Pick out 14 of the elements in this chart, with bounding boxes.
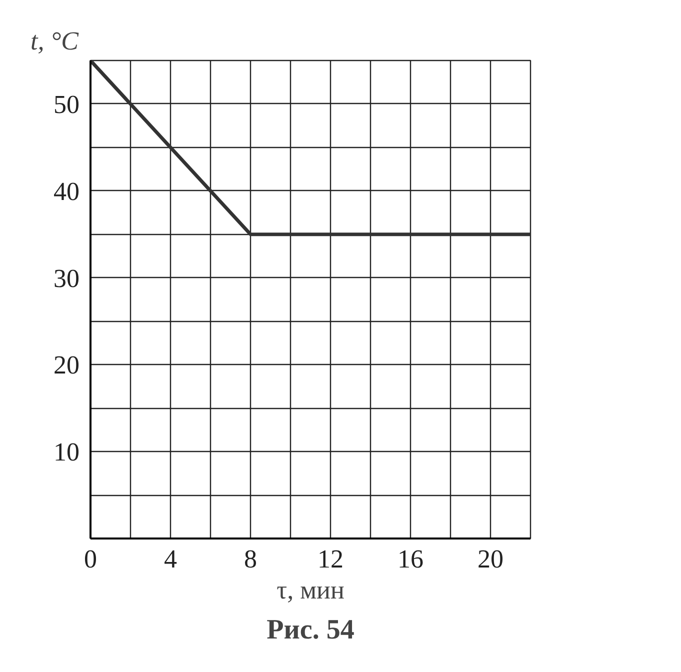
x-tick-label: 12 [318, 544, 344, 574]
x-axis-title: τ, мин [276, 576, 344, 604]
y-tick-label: 30 [54, 264, 80, 293]
x-tick-label: 8 [244, 544, 257, 574]
y-tick-label: 10 [54, 438, 80, 467]
text: Рис. 54 [266, 614, 354, 646]
y-axis-title: t, °C [30, 26, 80, 56]
x-tick-label: 4 [164, 544, 177, 574]
y-tick-label: 20 [54, 350, 80, 380]
x-tick-label: 0 [84, 544, 97, 574]
y-tick-label: 50 [54, 90, 80, 119]
x-tick-label: 16 [398, 544, 424, 574]
y-tick-label: 40 [54, 176, 80, 206]
x-tick-label: 20 [478, 544, 504, 574]
